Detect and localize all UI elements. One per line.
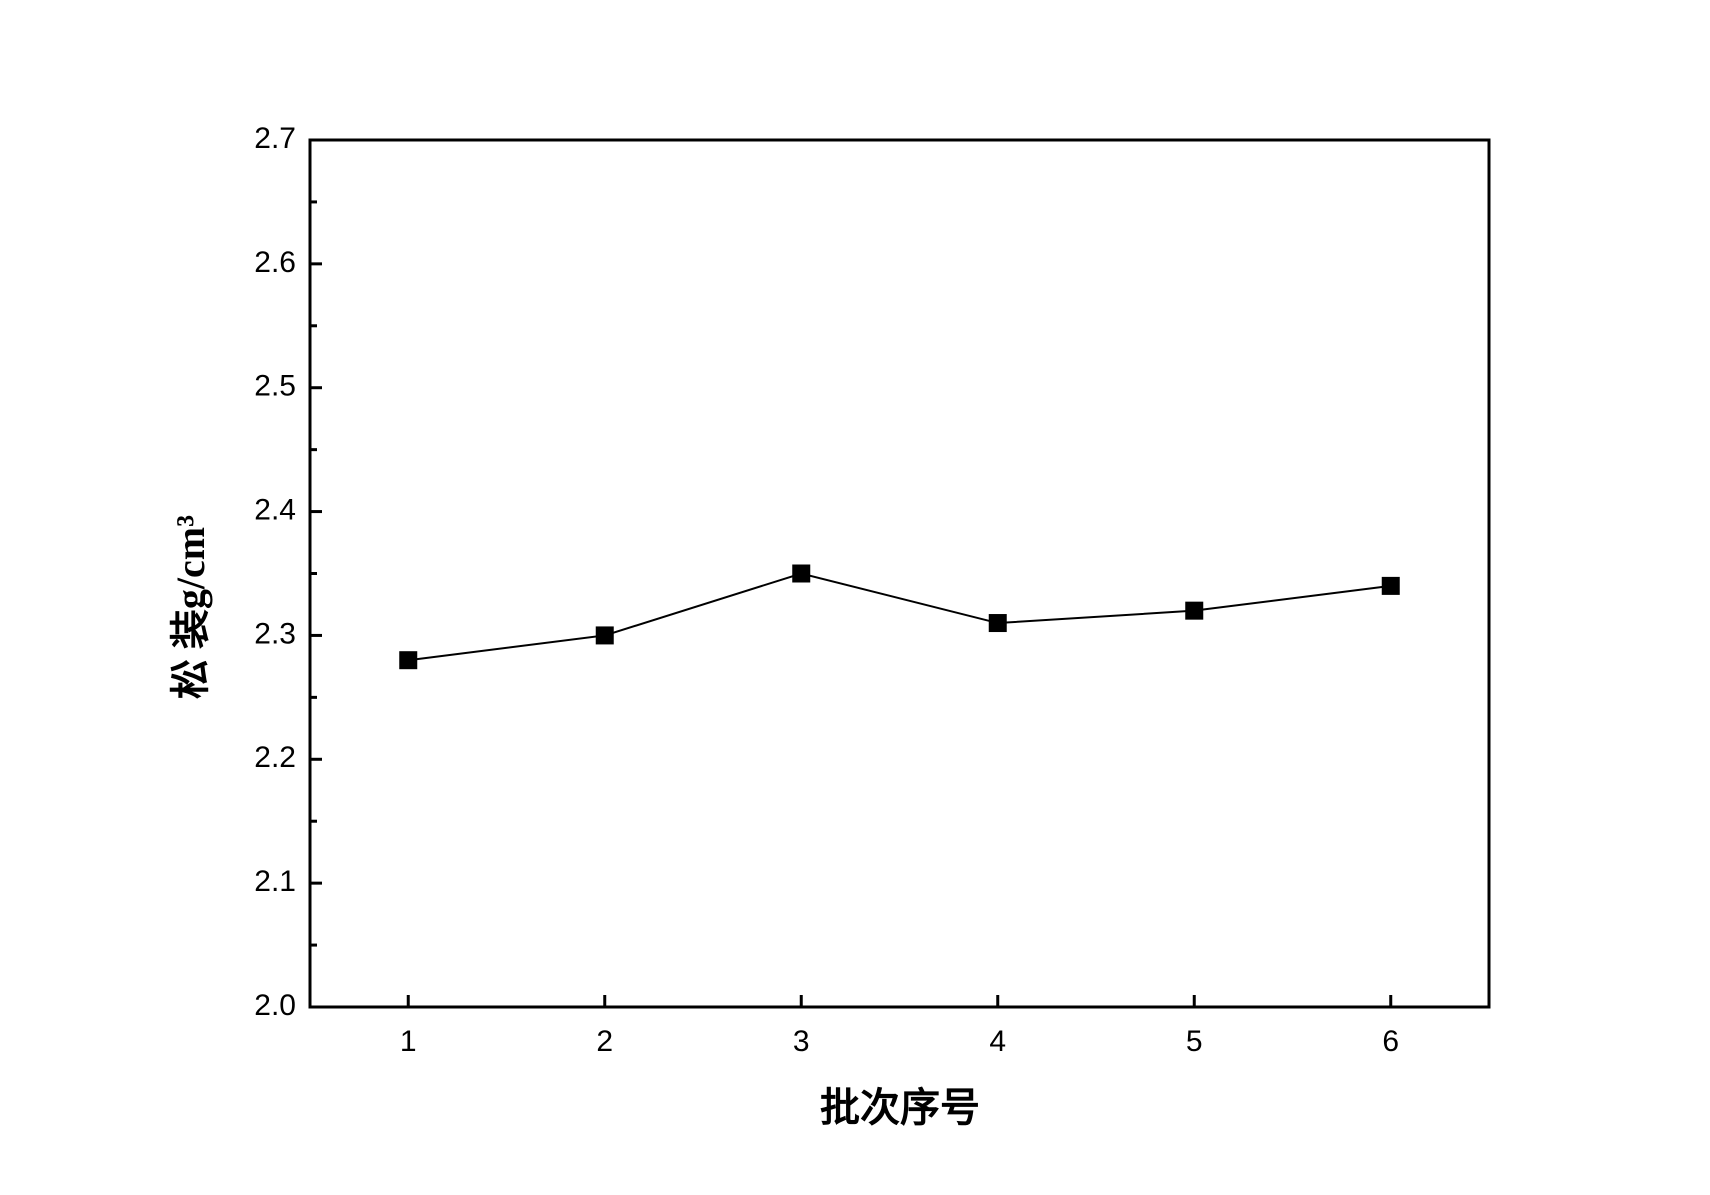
data-point: [595, 626, 614, 645]
data-point: [988, 614, 1007, 633]
x-tick-label: 5: [1186, 1025, 1203, 1058]
data-point: [1381, 576, 1400, 595]
y-tick-label: 2.3: [254, 617, 296, 650]
y-tick-label: 2.5: [254, 370, 296, 403]
x-tick-label: 4: [989, 1025, 1006, 1058]
x-tick-label: 3: [793, 1025, 810, 1058]
data-point: [792, 564, 811, 583]
y-tick-label: 2.2: [254, 741, 296, 774]
y-axis-title: 松 装g/cm³: [168, 515, 213, 699]
y-tick-label: 2.7: [254, 122, 296, 155]
data-point: [399, 651, 418, 670]
plot-frame: [308, 138, 1491, 1009]
data-point: [1185, 601, 1204, 620]
series-line: [408, 572, 1391, 662]
y-tick-label: 2.1: [254, 865, 296, 898]
x-tick-label: 6: [1382, 1025, 1399, 1058]
y-tick-label: 2.6: [254, 246, 296, 279]
y-tick-label: 2.0: [254, 989, 296, 1022]
x-tick-label: 1: [400, 1025, 417, 1058]
y-tick-label: 2.4: [254, 493, 296, 526]
x-axis-title: 批次序号: [820, 1085, 980, 1130]
x-tick-label: 2: [596, 1025, 613, 1058]
